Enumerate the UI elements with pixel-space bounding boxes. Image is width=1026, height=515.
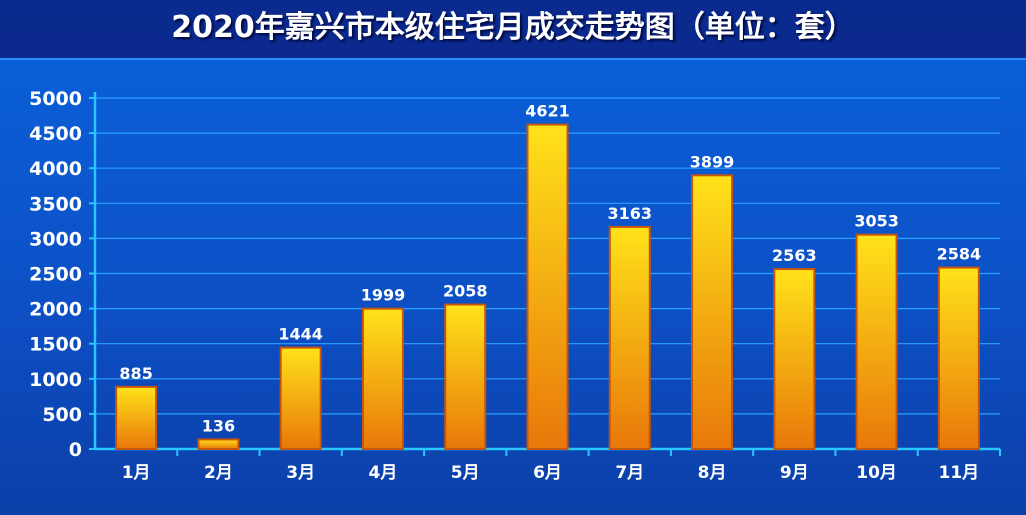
- bar-10月: [855, 233, 898, 450]
- bar-6月: [526, 123, 569, 450]
- bar-9月: [773, 268, 816, 450]
- value-label: 2058: [443, 282, 488, 301]
- chart-title: 2020年嘉兴市本级住宅月成交走势图（单位：套）: [171, 10, 855, 45]
- x-tick-label: 5月: [451, 463, 480, 483]
- bar-5月: [444, 303, 487, 451]
- y-tick-label: 2000: [29, 299, 82, 321]
- y-tick-label: 5000: [29, 88, 82, 110]
- y-tick-label: 0: [69, 439, 82, 461]
- plot-panel: [0, 58, 1026, 515]
- x-tick-label: 10月: [856, 463, 897, 483]
- bar-4月: [361, 307, 404, 450]
- bar-8月: [691, 174, 734, 451]
- x-tick-label: 2月: [204, 463, 233, 483]
- value-label: 3053: [854, 212, 899, 231]
- value-label: 4621: [525, 102, 570, 121]
- bar-3月: [279, 346, 322, 450]
- bar-1月: [115, 385, 158, 450]
- value-label: 1444: [278, 325, 323, 344]
- value-label: 3899: [690, 152, 735, 171]
- y-tick-label: 3500: [29, 193, 82, 215]
- x-tick-label: 1月: [122, 463, 151, 483]
- value-label: 2563: [772, 246, 817, 265]
- x-tick-label: 3月: [286, 463, 315, 483]
- y-tick-label: 4000: [29, 158, 82, 180]
- bar-11月: [937, 266, 980, 451]
- data-labels: 885 136 1444 1999 2058 4621 3163 3899 2563 3053 25…: [119, 102, 981, 436]
- x-tick-label: 7月: [615, 463, 644, 483]
- value-label: 136: [202, 416, 235, 435]
- y-tick-label: 3000: [29, 228, 82, 250]
- x-tick-label: 9月: [780, 463, 809, 483]
- x-tick-label: 4月: [369, 463, 398, 483]
- x-tick-label: 8月: [698, 463, 727, 483]
- y-tick-label: 1000: [29, 369, 82, 391]
- value-label: 885: [119, 364, 152, 383]
- y-tick-label: 2500: [29, 264, 82, 286]
- value-label: 3163: [608, 204, 653, 223]
- y-tick-label: 500: [42, 404, 82, 426]
- x-tick-label: 6月: [533, 463, 562, 483]
- x-tick-label: 11月: [939, 463, 980, 483]
- bars: [115, 123, 980, 451]
- y-tick-label: 4500: [29, 123, 82, 145]
- value-label: 1999: [361, 286, 406, 305]
- bar-2月: [197, 438, 240, 450]
- bar-7月: [608, 225, 651, 450]
- value-label: 2584: [937, 245, 982, 264]
- y-tick-label: 1500: [29, 334, 82, 356]
- tick-labels: 0 500 1000 1500 2000 2500 3000 3500 4000 4500 5000…: [29, 88, 979, 483]
